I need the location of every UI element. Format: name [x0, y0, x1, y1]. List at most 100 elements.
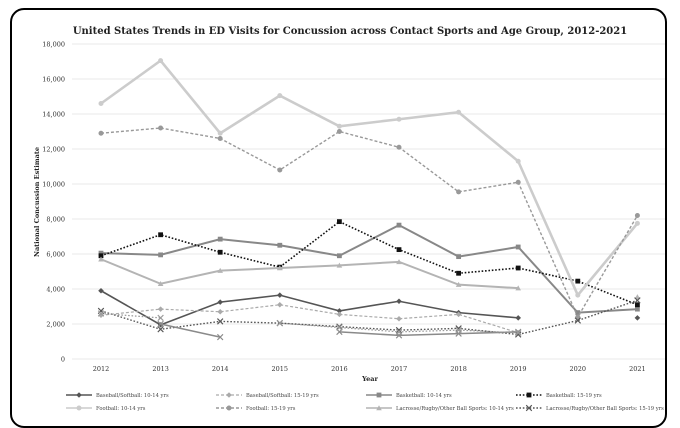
data-point — [98, 253, 104, 259]
data-point — [217, 299, 223, 305]
data-point — [98, 250, 104, 256]
series-group — [97, 310, 522, 336]
x-tick-label: 2019 — [510, 365, 527, 373]
data-point — [575, 278, 581, 284]
data-point — [158, 58, 164, 64]
y-axis-label: National Concussion Estimate — [33, 147, 41, 257]
x-tick-label: 2014 — [212, 365, 229, 373]
data-point — [396, 222, 402, 228]
x-tick-label: 2016 — [331, 365, 348, 373]
series-line — [160, 323, 221, 338]
data-point — [574, 317, 581, 324]
data-point — [575, 292, 581, 298]
legend: Baseball/Softball: 10-14 yrs Baseball/Sof… — [66, 392, 664, 412]
series-line — [100, 223, 638, 314]
line-chart: United States Trends in ED Visits for Co… — [33, 26, 665, 412]
data-point — [635, 302, 640, 308]
data-point — [634, 294, 641, 300]
series-group — [98, 256, 641, 300]
data-point — [157, 322, 164, 328]
data-point — [336, 123, 342, 129]
data-point — [456, 254, 461, 260]
gridlines — [72, 43, 665, 360]
y-tick-label: 16,000 — [42, 75, 65, 83]
legend-item: Basketball: 10-14 yrs — [366, 392, 452, 399]
data-point — [76, 392, 82, 398]
data-point — [217, 333, 224, 341]
data-point — [337, 253, 342, 259]
data-point — [456, 189, 462, 195]
legend-item: Lacrosse/Rugby/Other Ball Sports: 10-14 … — [366, 405, 514, 412]
data-point — [395, 328, 403, 336]
data-point — [217, 308, 223, 315]
data-point — [455, 311, 462, 318]
series-line — [100, 258, 519, 290]
data-point — [635, 306, 640, 312]
data-point — [515, 158, 521, 164]
legend-item: Basketball: 15-19 yrs — [516, 392, 602, 399]
data-point — [336, 308, 343, 314]
x-tick-label: 2017 — [391, 365, 408, 373]
chart-frame — [10, 8, 667, 428]
data-point — [396, 144, 402, 150]
data-point — [226, 405, 232, 411]
legend-label: Lacrosse/Rugby/Other Ball Sports: 15-19 … — [546, 406, 664, 412]
data-point — [575, 314, 581, 320]
data-point — [515, 329, 522, 336]
data-point — [634, 213, 640, 218]
series-group — [98, 301, 521, 336]
data-point — [98, 287, 104, 294]
data-point — [396, 116, 402, 122]
y-tick-label: 2,000 — [46, 320, 65, 328]
series-line — [100, 58, 639, 298]
y-tick-label: 14,000 — [42, 110, 65, 118]
data-point — [157, 326, 164, 333]
data-point — [217, 249, 223, 255]
legend-label: Baseball/Softball: 15-19 yrs — [246, 393, 319, 399]
data-point — [515, 285, 521, 291]
legend-item: Football: 10-14 yrs — [66, 405, 146, 412]
legend-item: Football: 15-19 yrs — [216, 405, 296, 412]
legend-label: Baseball/Softball: 10-14 yrs — [96, 393, 169, 399]
legend-item: Lacrosse/Rugby/Other Ball Sports: 15-19 … — [516, 404, 664, 412]
data-point — [337, 219, 342, 225]
chart-title: United States Trends in ED Visits for Co… — [73, 26, 627, 37]
data-point — [336, 311, 343, 318]
data-point — [455, 281, 462, 287]
data-point — [157, 306, 164, 312]
series-group — [98, 58, 640, 298]
data-point — [455, 326, 462, 334]
data-point — [217, 130, 223, 136]
data-point — [634, 220, 640, 226]
data-point — [515, 315, 521, 321]
data-point — [376, 405, 382, 411]
legend-label: Basketball: 15-19 yrs — [546, 393, 602, 399]
data-point — [395, 326, 403, 334]
data-point — [575, 310, 581, 316]
data-point — [76, 405, 82, 411]
legend-label: Basketball: 10-14 yrs — [396, 393, 452, 399]
y-tick-label: 18,000 — [42, 40, 65, 48]
series-group — [98, 287, 641, 328]
series-lines — [97, 58, 641, 341]
data-point — [277, 292, 283, 298]
data-point — [396, 298, 402, 305]
x-tick-label: 2015 — [272, 365, 289, 373]
data-point — [277, 265, 283, 271]
x-tick-label: 2013 — [152, 365, 169, 373]
data-point — [276, 319, 283, 327]
data-point — [376, 392, 382, 398]
data-point — [158, 125, 164, 131]
data-point — [97, 307, 105, 315]
y-tick-label: 8,000 — [46, 215, 65, 223]
data-point — [336, 129, 342, 134]
data-point — [634, 315, 641, 321]
data-point — [456, 270, 461, 276]
data-point — [157, 314, 164, 322]
data-point — [98, 101, 104, 106]
data-point — [515, 265, 521, 271]
series-line — [100, 299, 638, 336]
data-point — [226, 392, 232, 398]
data-point — [217, 236, 223, 242]
x-tick-label: 2018 — [450, 365, 467, 373]
